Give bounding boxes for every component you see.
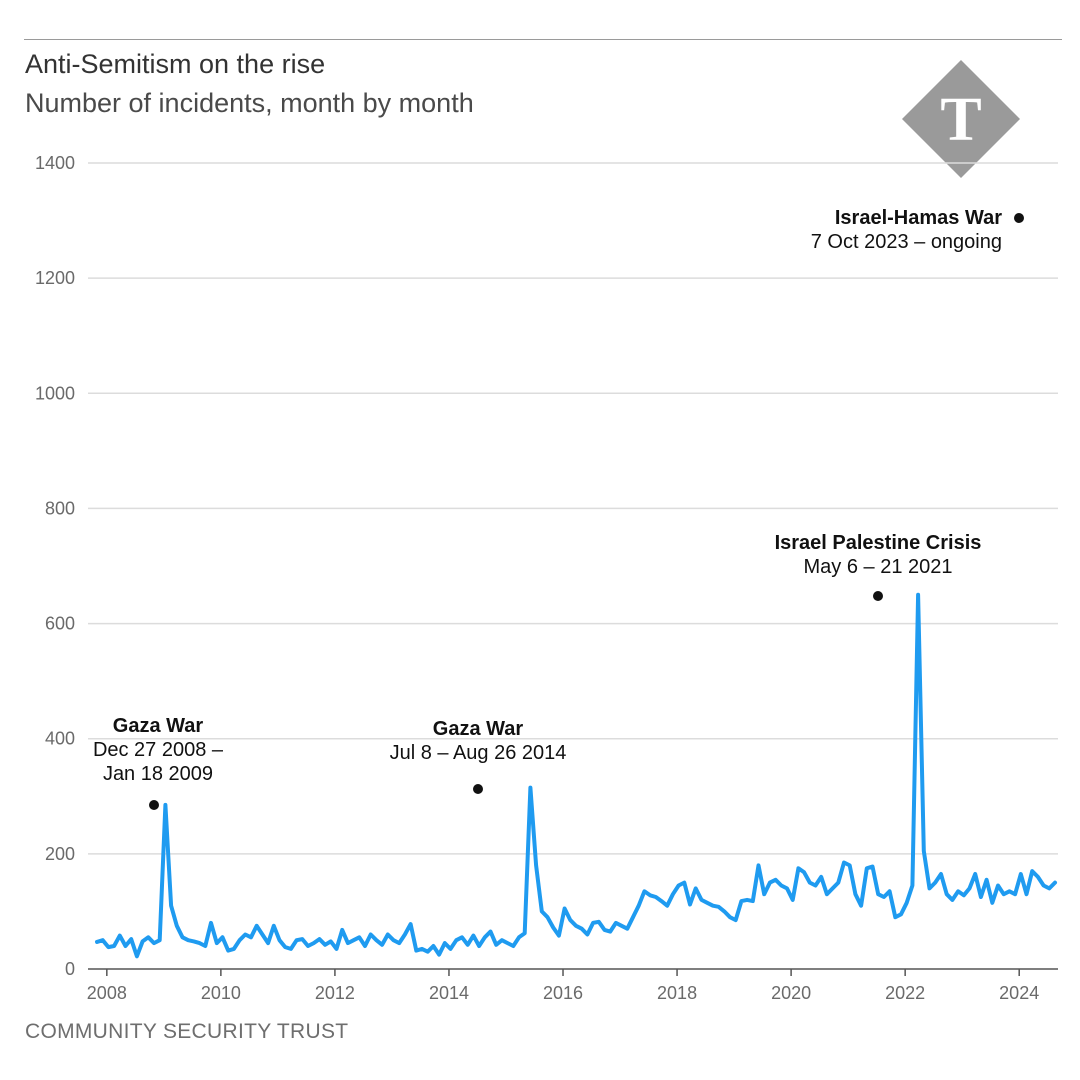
x-tick-label: 2018 [657,983,697,1003]
logo-letter: T [940,86,981,154]
x-tick-label: 2012 [315,983,355,1003]
series-line [95,592,1057,959]
annotation-date: May 6 – 21 2021 [804,556,953,578]
y-tick-label: 1000 [35,383,75,403]
y-tick-label: 800 [45,498,75,518]
x-tick-label: 2010 [201,983,241,1003]
annotation-date: Jan 18 2009 [103,763,213,785]
y-tick-label: 1400 [35,153,75,173]
top-rule [24,39,1062,40]
x-tick-label: 2016 [543,983,583,1003]
y-tick-label: 600 [45,614,75,634]
x-tick-label: 2020 [771,983,811,1003]
x-tick-label: 2008 [87,983,127,1003]
x-tick-label: 2022 [885,983,925,1003]
y-tick-label: 0 [65,959,75,979]
logo-diamond [902,60,1020,178]
annotation-title: Israel-Hamas War [835,207,1002,229]
annotation-date: 7 Oct 2023 – ongoing [811,231,1002,253]
y-tick-label: 400 [45,729,75,749]
annotation-date: Dec 27 2008 – [93,739,224,761]
telegraph-logo-icon: T [902,60,1020,178]
annotation-title: Israel Palestine Crisis [775,532,982,554]
annotation-marker [473,784,483,794]
x-tick-label: 2014 [429,983,469,1003]
chart-title: Anti-Semitism on the rise [25,49,326,79]
source-credit: COMMUNITY SECURITY TRUST [25,1020,349,1043]
x-tick-label: 2024 [999,983,1039,1003]
y-tick-label: 200 [45,844,75,864]
annotation-marker [149,800,159,810]
y-tick-label: 1200 [35,268,75,288]
annotation-title: Gaza War [433,718,524,740]
annotation-date: Jul 8 – Aug 26 2014 [390,742,567,764]
annotation-marker [873,591,883,601]
chart-subtitle: Number of incidents, month by month [25,88,474,118]
annotation-marker [1014,213,1024,223]
annotation-title: Gaza War [113,715,204,737]
